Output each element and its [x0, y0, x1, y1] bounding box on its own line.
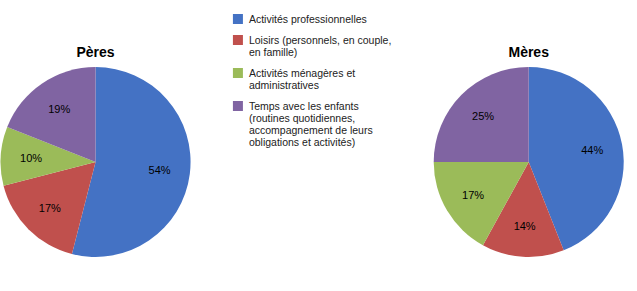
- legend-label-line: administratives: [249, 79, 319, 91]
- legend: Activités professionnelles Loisirs (perso…: [233, 13, 391, 148]
- data-label: 14%: [514, 220, 536, 232]
- legend-label: Loisirs (personnels, en couple,en famill…: [249, 34, 391, 58]
- pie-slice: [434, 162, 529, 245]
- data-label: 17%: [39, 202, 61, 214]
- legend-swatch: [233, 101, 243, 111]
- chart: 54% 17% 10% 19% Pères 44% 14% 17% 25% Mères Activi…: [0, 0, 637, 291]
- legend-label-line: (routines quotidiennes,: [249, 112, 355, 124]
- pie-slice: [434, 67, 529, 162]
- legend-label-line: Loisirs (personnels, en couple,: [249, 34, 391, 46]
- legend-label-line: Temps avec les enfants: [249, 100, 359, 112]
- data-label: 19%: [48, 103, 70, 115]
- pie: 44% 14% 17% 25%: [434, 67, 624, 257]
- legend-swatch: [233, 68, 243, 78]
- data-label: 10%: [20, 152, 42, 164]
- legend-swatch: [233, 35, 243, 45]
- data-label: 44%: [581, 144, 603, 156]
- legend-label: Activités professionnelles: [249, 13, 367, 25]
- pie-title: Pères: [76, 44, 114, 60]
- legend-item: Temps avec les enfants(routines quotidie…: [233, 100, 373, 148]
- data-label: 17%: [462, 189, 484, 201]
- legend-label-line: en famille): [249, 46, 297, 58]
- pie: 54% 17% 10% 19%: [1, 67, 191, 257]
- data-label: 54%: [149, 164, 171, 176]
- legend-item: Activités professionnelles: [233, 13, 367, 25]
- legend-label-line: accompagnement de leurs: [249, 124, 373, 136]
- legend-label-line: obligations et activités): [249, 136, 355, 148]
- legend-label: Activités ménagères etadministratives: [249, 67, 355, 91]
- data-label: 25%: [472, 110, 494, 122]
- legend-swatch: [233, 14, 243, 24]
- legend-label-line: Activités ménagères et: [249, 67, 355, 79]
- legend-item: Activités ménagères etadministratives: [233, 67, 355, 91]
- legend-label: Temps avec les enfants(routines quotidie…: [249, 100, 373, 148]
- pie-title: Mères: [508, 44, 549, 60]
- legend-label-line: Activités professionnelles: [249, 13, 367, 25]
- legend-item: Loisirs (personnels, en couple,en famill…: [233, 34, 391, 58]
- pie-slice: [7, 67, 95, 162]
